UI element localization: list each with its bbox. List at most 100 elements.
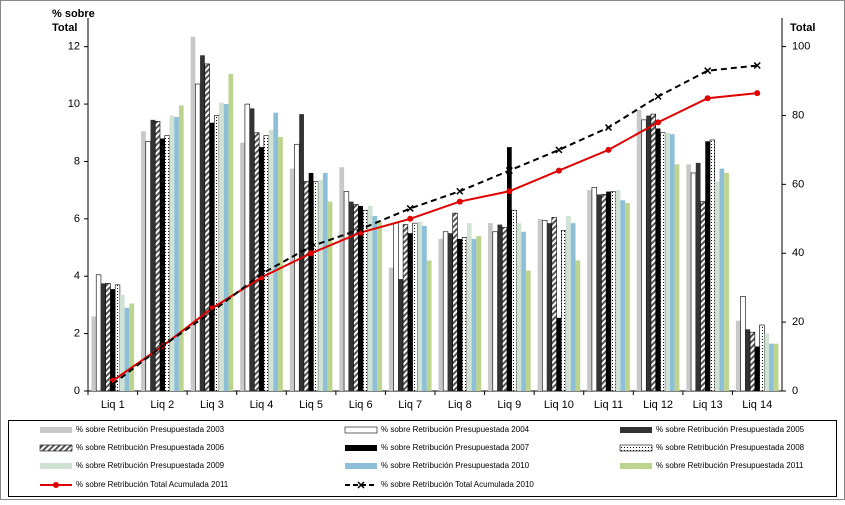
legend-swatch <box>40 427 72 433</box>
bar <box>412 222 418 392</box>
x-tick-label: Liq 9 <box>497 399 521 411</box>
bar <box>426 260 432 391</box>
x-tick-label: Liq 2 <box>150 399 174 411</box>
bar <box>525 270 531 391</box>
legend-box <box>8 420 837 497</box>
bar <box>769 343 774 391</box>
bar <box>542 219 548 392</box>
bar <box>511 209 517 392</box>
bar <box>169 115 175 392</box>
bar <box>471 238 477 391</box>
line-marker <box>307 242 315 250</box>
line-marker <box>555 167 562 174</box>
line-marker <box>208 308 216 316</box>
bar <box>190 36 196 392</box>
line-marker <box>308 250 315 257</box>
bar <box>105 283 111 392</box>
bar <box>764 333 770 391</box>
bar <box>650 113 657 392</box>
y-axis-title: Total <box>52 22 77 34</box>
bar <box>745 329 751 391</box>
bar <box>606 191 611 391</box>
bar <box>159 138 165 391</box>
bar <box>665 132 670 391</box>
bar <box>587 190 592 391</box>
bar <box>749 331 756 392</box>
bar <box>249 108 255 391</box>
bar <box>705 141 711 391</box>
bar <box>289 168 295 391</box>
bar <box>195 83 201 392</box>
legend-swatch <box>39 444 73 452</box>
y-tick-label: 12 <box>68 41 80 53</box>
bar <box>268 129 274 391</box>
line-marker <box>158 342 166 350</box>
bar <box>754 346 760 391</box>
bar <box>566 215 571 391</box>
legend-label: % sobre Retribución Presupuestada 2006 <box>76 443 225 452</box>
bar <box>773 343 779 391</box>
y-tick-label: 2 <box>74 328 80 340</box>
bar <box>488 223 493 391</box>
bar <box>348 201 354 391</box>
bar <box>322 172 328 391</box>
bar <box>402 224 409 392</box>
bar <box>695 162 701 391</box>
bar <box>393 222 399 392</box>
legend-swatch <box>619 444 653 452</box>
bar <box>686 164 692 391</box>
bar <box>735 320 741 391</box>
y-tick-label: 6 <box>74 213 80 225</box>
y2-tick-label: 80 <box>792 109 804 121</box>
bar <box>213 115 220 392</box>
y2-tick-label: 20 <box>792 316 804 328</box>
bar <box>398 279 404 391</box>
bar <box>476 236 482 391</box>
line-marker <box>506 188 513 195</box>
bar <box>124 307 130 391</box>
bar <box>367 205 373 391</box>
bar <box>422 226 427 391</box>
line-marker <box>604 123 613 132</box>
line-marker <box>257 270 266 278</box>
bar <box>303 181 310 392</box>
line-marker <box>753 61 761 70</box>
bar <box>521 231 526 391</box>
bar <box>308 172 314 391</box>
bar <box>646 115 651 392</box>
bar <box>537 218 543 391</box>
bar <box>547 223 552 391</box>
bar <box>263 135 269 392</box>
line <box>112 92 758 382</box>
legend-label: % sobre Retribución Presupuestada 2010 <box>381 461 530 470</box>
line-marker <box>456 187 464 195</box>
bar <box>417 221 423 391</box>
legend-swatch <box>345 445 377 451</box>
bar <box>129 303 135 391</box>
bar <box>219 102 224 392</box>
bar <box>110 289 116 391</box>
bar <box>407 233 413 391</box>
bar <box>506 147 512 391</box>
x-tick-label: Liq 11 <box>594 399 623 411</box>
x-tick-label: Liq 13 <box>693 399 723 411</box>
legend-label: % sobre Retribución Presupuestada 2009 <box>76 461 225 470</box>
legend-swatch <box>345 463 377 469</box>
bar <box>709 139 716 392</box>
line-marker <box>456 198 463 205</box>
bar <box>740 296 746 392</box>
bar <box>244 103 250 392</box>
line-marker <box>704 95 711 102</box>
bar <box>339 167 345 391</box>
bar <box>372 215 378 391</box>
legend-label: % sobre Retribución Presupuestada 2007 <box>381 443 530 452</box>
y2-tick-label: 0 <box>792 385 798 397</box>
bar <box>228 73 234 391</box>
legend-label: % sobre Retribución Total Acumulada 2010 <box>381 480 534 489</box>
bar <box>516 223 522 391</box>
bar <box>204 63 210 392</box>
bar <box>660 132 666 392</box>
bar <box>254 132 260 392</box>
bar <box>294 143 300 392</box>
